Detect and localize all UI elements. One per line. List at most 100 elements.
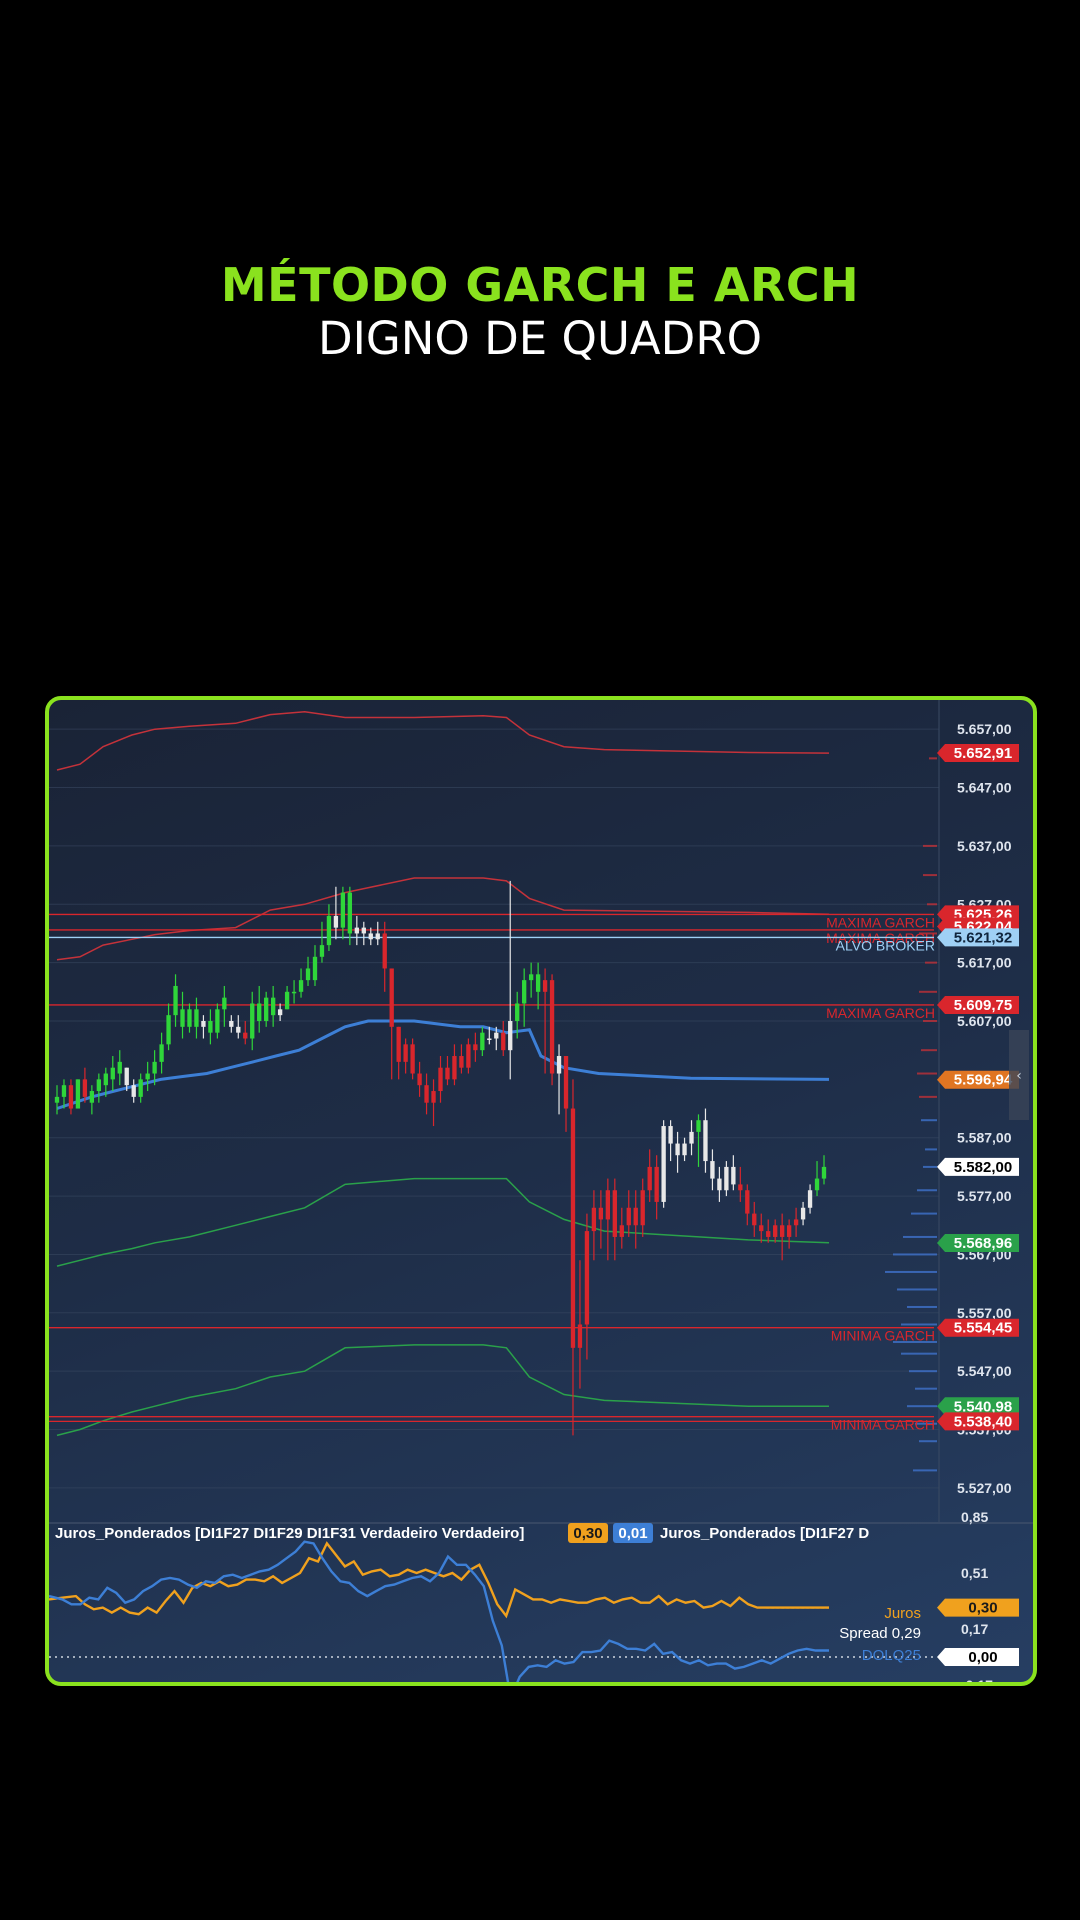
candle-body [187,1009,192,1027]
candle-body [563,1056,569,1109]
volume-bar [923,874,937,877]
candle-body [731,1166,736,1185]
candle-body [494,1032,499,1039]
candle-body [661,1126,666,1202]
candle-body [89,1091,95,1103]
candle-body [326,915,332,946]
volume-bar [923,844,937,847]
dolq-series-line [49,1540,829,1682]
price-tag-label: 5.540,98 [954,1398,1012,1415]
candle-body [298,980,304,992]
volume-bar [897,1288,937,1291]
candle-body [445,1067,450,1080]
candle-body [229,1020,234,1027]
candle-body [277,1009,283,1016]
candle-body [361,927,366,934]
candle-body [480,1032,485,1051]
price-tag-label: 5.568,96 [954,1235,1012,1252]
candle-body [389,968,394,1027]
volume-bar [921,1049,937,1052]
candle-body [152,1061,157,1074]
price-tick-label: 5.577,00 [957,1188,1012,1204]
candle-body [291,991,297,994]
candle-body [431,1091,436,1103]
candle-body [61,1085,67,1097]
candle-body [766,1231,771,1237]
candle-body [717,1178,722,1191]
candle-body [424,1085,429,1103]
volume-bar [903,1235,937,1238]
candle-body [515,1003,520,1021]
price-tick-label: 5.527,00 [957,1480,1012,1496]
candle-body [710,1161,715,1179]
candle-body [270,997,276,1016]
candle-body [800,1207,806,1220]
candle-body [570,1108,576,1348]
candle-body [584,1231,590,1325]
candle-body [103,1073,108,1086]
candles [54,880,827,1436]
volume-bar [909,1370,937,1373]
candle-body [75,1079,81,1109]
candle-body [305,968,311,981]
dolq-label: DOLQ25 [862,1647,921,1664]
candle-body [68,1085,74,1109]
price-tag [937,928,1019,947]
candle-body [689,1131,694,1144]
candle-body [780,1225,785,1237]
candle-body [696,1120,701,1132]
candle-body [814,1178,820,1191]
candle-body [382,933,387,969]
candle-body [375,933,380,940]
candle-body [396,1026,401,1062]
price-tick-label: 5.657,00 [957,721,1012,737]
subchart-title: Juros_Ponderados [DI1F27 DI1F29 DI1F31 V… [55,1525,524,1542]
dolq-badge-label: 0,01 [618,1525,647,1542]
price-axis: 5.657,005.647,005.637,005.627,005.617,00… [957,721,1012,1496]
volume-bar [915,1387,937,1390]
candle-body [647,1166,652,1191]
candle-body [138,1079,143,1097]
candle-body [821,1166,827,1179]
volume-bar [919,990,937,993]
juros-subchart: 0,85 0,51 0,17 -0,17 Juros_Ponderados [DI1F2… [49,1509,1033,1682]
chart-frame[interactable]: MAXIMA GARCH MAXIMA GARCH ALVO BROKER MAXIM… [45,696,1037,1686]
candle-body [417,1073,422,1086]
volume-bar [915,1422,937,1425]
candle-body [633,1207,638,1226]
volume-bar [917,1189,937,1192]
candle-body [368,933,373,940]
volume-bar [925,961,937,964]
price-tag-label: 5.609,75 [954,997,1012,1014]
candle-body [473,1044,478,1051]
vwap-line [56,1019,830,1110]
candle-body [173,985,178,1016]
candle-body [605,1190,611,1220]
candle-body [54,1096,60,1103]
headline-subtitle: DIGNO DE QUADRO [317,312,763,365]
scroll-handle[interactable]: ‹ [1009,1030,1029,1120]
price-tag [937,1157,1019,1176]
volume-bar [913,1469,937,1472]
candle-body [640,1190,645,1226]
candle-body [675,1143,680,1156]
price-tag-label: 5.652,91 [954,745,1012,762]
candle-body [208,1020,213,1033]
candle-body [619,1225,624,1237]
price-tag [937,995,1019,1014]
candle-body [319,945,325,957]
volume-bar [907,1305,937,1308]
juros-badge-label: 0,30 [573,1525,602,1542]
candle-body [131,1085,136,1097]
candle-body [438,1067,443,1092]
candle-body [264,997,269,1021]
price-tick-label: 5.547,00 [957,1363,1012,1379]
level-label: ALVO BROKER [836,937,935,953]
price-tick-label: 5.557,00 [957,1305,1012,1321]
candle-body [786,1225,792,1237]
candle-body [117,1061,122,1074]
volume-bar [893,1253,937,1256]
price-tag-label: 5.621,32 [954,929,1012,946]
